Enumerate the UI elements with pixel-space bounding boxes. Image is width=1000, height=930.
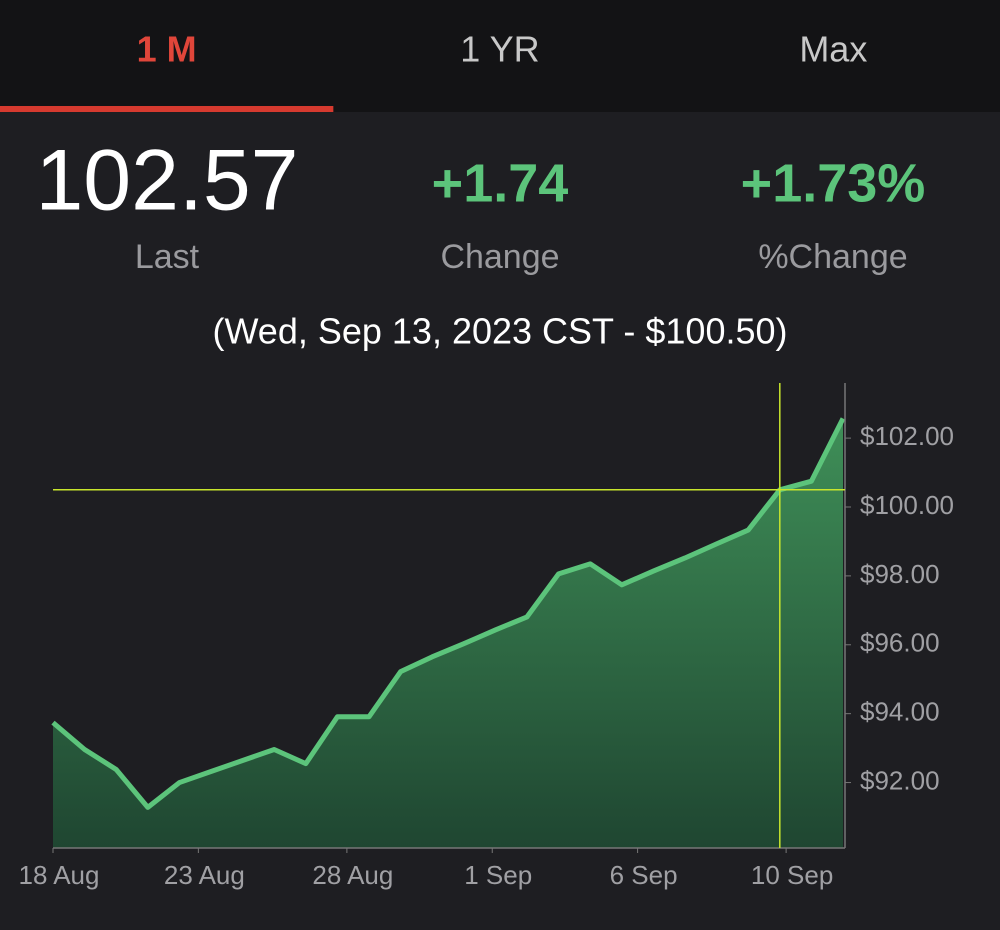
- stat-value: +1.74: [432, 153, 569, 213]
- x-tick-label: 23 Aug: [164, 860, 245, 890]
- y-tick-label: $92.00: [860, 765, 940, 795]
- x-tick-label: 10 Sep: [751, 860, 833, 890]
- y-tick-label: $100.00: [860, 490, 954, 520]
- x-tick-label: 28 Aug: [312, 860, 393, 890]
- chart-title: (Wed, Sep 13, 2023 CST - $100.50): [212, 311, 787, 352]
- area-fill: [53, 418, 843, 848]
- x-tick-label: 1 Sep: [464, 860, 532, 890]
- price-line: [51, 417, 846, 810]
- tab[interactable]: 1 YR: [460, 29, 539, 70]
- tab-indicator: [0, 106, 334, 112]
- y-tick-label: $94.00: [860, 697, 940, 727]
- stat-value: +1.73%: [741, 153, 926, 213]
- y-tick-label: $98.00: [860, 559, 940, 589]
- stat-label: %Change: [758, 238, 907, 276]
- tab[interactable]: Max: [799, 29, 867, 70]
- x-tick-label: 18 Aug: [19, 860, 100, 890]
- x-tick-label: 6 Sep: [610, 860, 678, 890]
- tab-bar: [0, 0, 1000, 112]
- stat-label: Change: [440, 238, 559, 276]
- y-tick-label: $96.00: [860, 628, 940, 658]
- tab[interactable]: 1 M: [137, 29, 197, 70]
- y-tick-label: $102.00: [860, 421, 954, 451]
- stat-label: Last: [135, 238, 200, 276]
- stat-value: 102.57: [35, 133, 298, 229]
